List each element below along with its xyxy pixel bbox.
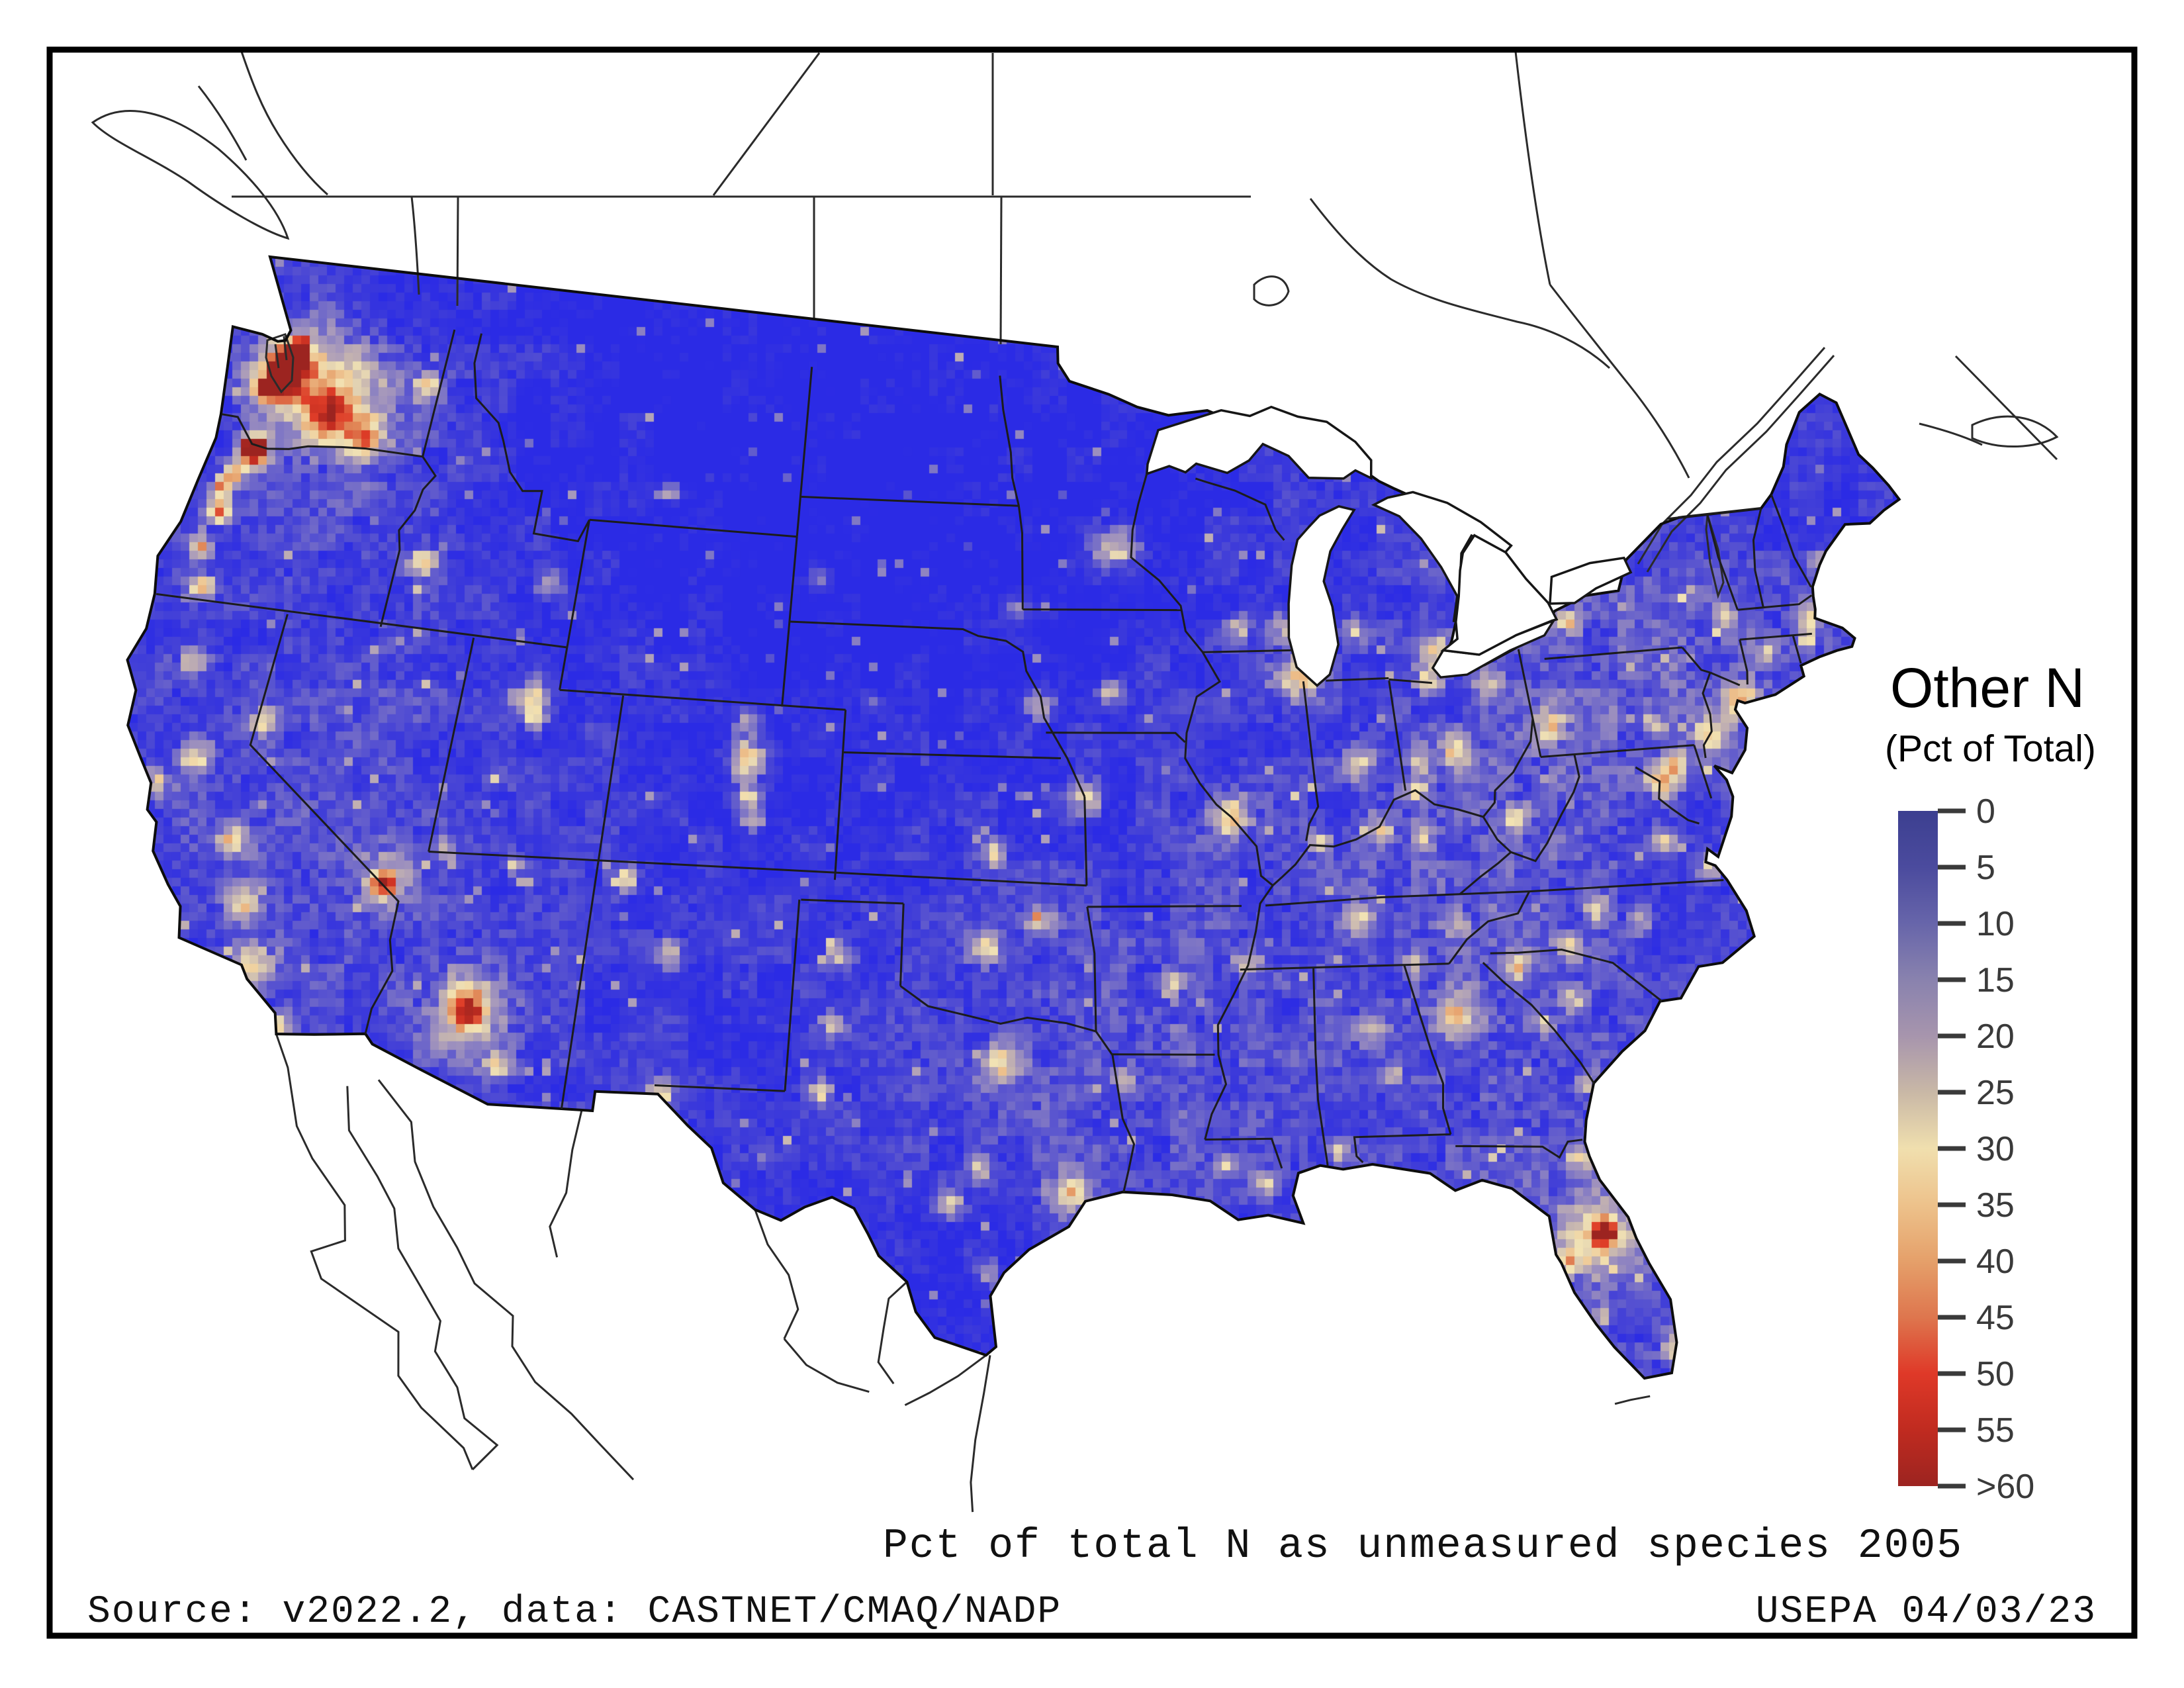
colorbar-tick-label: 55 (1976, 1411, 2015, 1450)
colorbar-tick-label: 0 (1976, 792, 1995, 831)
colorbar-tick-label: 25 (1976, 1074, 2015, 1112)
source-note: Source: v2022.2, data: CASTNET/CMAQ/NADP (87, 1591, 1062, 1634)
colorbar-tick-label: 5 (1976, 849, 1995, 887)
colorbar (1898, 811, 1938, 1486)
colorbar-tick-label: 20 (1976, 1017, 2015, 1056)
state-borders (156, 329, 1813, 1193)
legend-title: Other N (1890, 657, 2085, 719)
legend: Other N (Pct of Total) 0 5 10 15 20 25 30 35 40 4… (1885, 657, 2096, 1506)
great-lakes (1145, 405, 1633, 688)
colorbar-ticks: 0 5 10 15 20 25 30 35 40 45 50 55 >60 (1938, 792, 2034, 1506)
colorbar-tick-label: 50 (1976, 1355, 2015, 1393)
canada-coastlines (91, 51, 2059, 1405)
map-caption: Pct of total N as unmeasured species 200… (883, 1523, 1963, 1570)
colorbar-tick-label: 35 (1976, 1186, 2015, 1225)
us-outline (126, 255, 1901, 1380)
colorbar-tick-label: 10 (1976, 905, 2015, 943)
agency-date-note: USEPA 04/03/23 (1756, 1591, 2097, 1634)
colorbar-tick-label: >60 (1976, 1468, 2034, 1506)
colorbar-tick-label: 30 (1976, 1130, 2015, 1168)
colorbar-tick-label: 15 (1976, 961, 2015, 1000)
legend-subtitle: (Pct of Total) (1885, 727, 2096, 770)
colorbar-tick-label: 40 (1976, 1243, 2015, 1281)
map-frame-border (46, 46, 2138, 1639)
colorbar-tick-label: 45 (1976, 1299, 2015, 1337)
mexico-coastlines (275, 1033, 991, 1513)
